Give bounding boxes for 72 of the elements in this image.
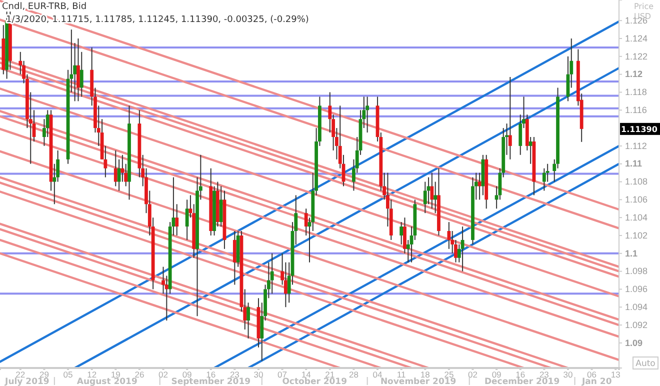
x-tick-label: 02 [468,369,478,380]
x-tick-label: 23 [539,369,550,380]
x-tick-label: 25 [444,369,454,380]
y-tick-label: 1.1 [625,248,638,258]
candlestick [76,38,80,102]
x-tick-label: 29 [39,369,50,380]
y-tick-label: 1.09 [625,338,643,348]
candlestick [447,222,451,250]
candlestick [114,150,118,187]
x-tick-label: 19 [110,369,121,380]
text: October 2019 [282,377,348,386]
x-tick-label: 16 [206,369,216,380]
x-tick-label: 11 [396,369,406,380]
candlestick [246,302,250,339]
text: Jan 20 [581,377,612,386]
candlestick [400,222,404,245]
candlestick [430,172,434,210]
x-tick-label: 16 [516,369,526,380]
y-tick-label: 1.12 [625,69,643,80]
text: November 2019 [380,377,456,386]
text: September 2019 [171,377,251,386]
candlestick [366,96,370,134]
candlestick [80,51,84,98]
x-tick-label: 22 [16,369,26,380]
candlestick [185,199,189,240]
x-tick-label: 05 [63,369,74,380]
text: July 2019 [4,377,50,386]
text: 1.11390 [621,124,658,134]
y-tick-label: 1.102 [625,230,648,240]
candlestick [120,154,124,182]
x-tick-label: 12 [87,369,97,380]
y-tick-label: 1.112 [625,140,647,151]
candlestick [478,172,482,200]
candlestick [542,168,546,192]
y-tick-label: 1.11 [625,158,642,169]
y-tick-label: 1.116 [625,105,647,116]
y-tick-label: 1.092 [625,320,648,330]
y-tick-label: 1.122 [625,51,648,62]
y-tick-label: 1.098 [625,266,648,276]
auto-button: Auto [632,356,658,370]
x-tick-label: 18 [420,369,430,380]
x-tick-label: 23 [230,369,240,380]
y-tick-label: 1.096 [625,284,648,294]
candlestick [219,186,223,228]
text: August 2019 [76,377,138,386]
candlestick [270,252,274,294]
y-tick-label: 1.094 [625,302,648,312]
x-tick-label: 21 [325,369,335,380]
y-tick-label: 1.118 [625,87,647,98]
x-tick-label: 07 [278,369,288,380]
y-tick-label: 1.108 [625,176,648,187]
y-tick-label: 1.104 [625,212,648,222]
x-tick-label: 26 [134,369,144,380]
text: December 2019 [484,377,560,386]
candlestick [175,204,179,236]
candlestick [434,181,438,214]
x-tick-label: 04 [372,369,383,380]
x-tick-label: 30 [254,369,264,380]
candlestick [528,136,532,164]
x-tick-label: 14 [301,369,312,380]
x-tick-label: 13 [610,369,621,380]
candlestick [423,181,427,214]
x-tick-label: 09 [492,369,502,380]
x-tick-label: 02 [158,369,168,380]
x-tick-label: 06 [587,369,597,380]
candlestick [508,76,512,160]
y-tick-label: 1.124 [625,33,648,44]
x-tick-label: 09 [182,369,192,380]
x-tick-label: 28 [348,369,359,380]
y-tick-label: 1.106 [625,194,648,205]
candlestick [232,230,236,286]
x-tick-label: 30 [563,369,573,380]
